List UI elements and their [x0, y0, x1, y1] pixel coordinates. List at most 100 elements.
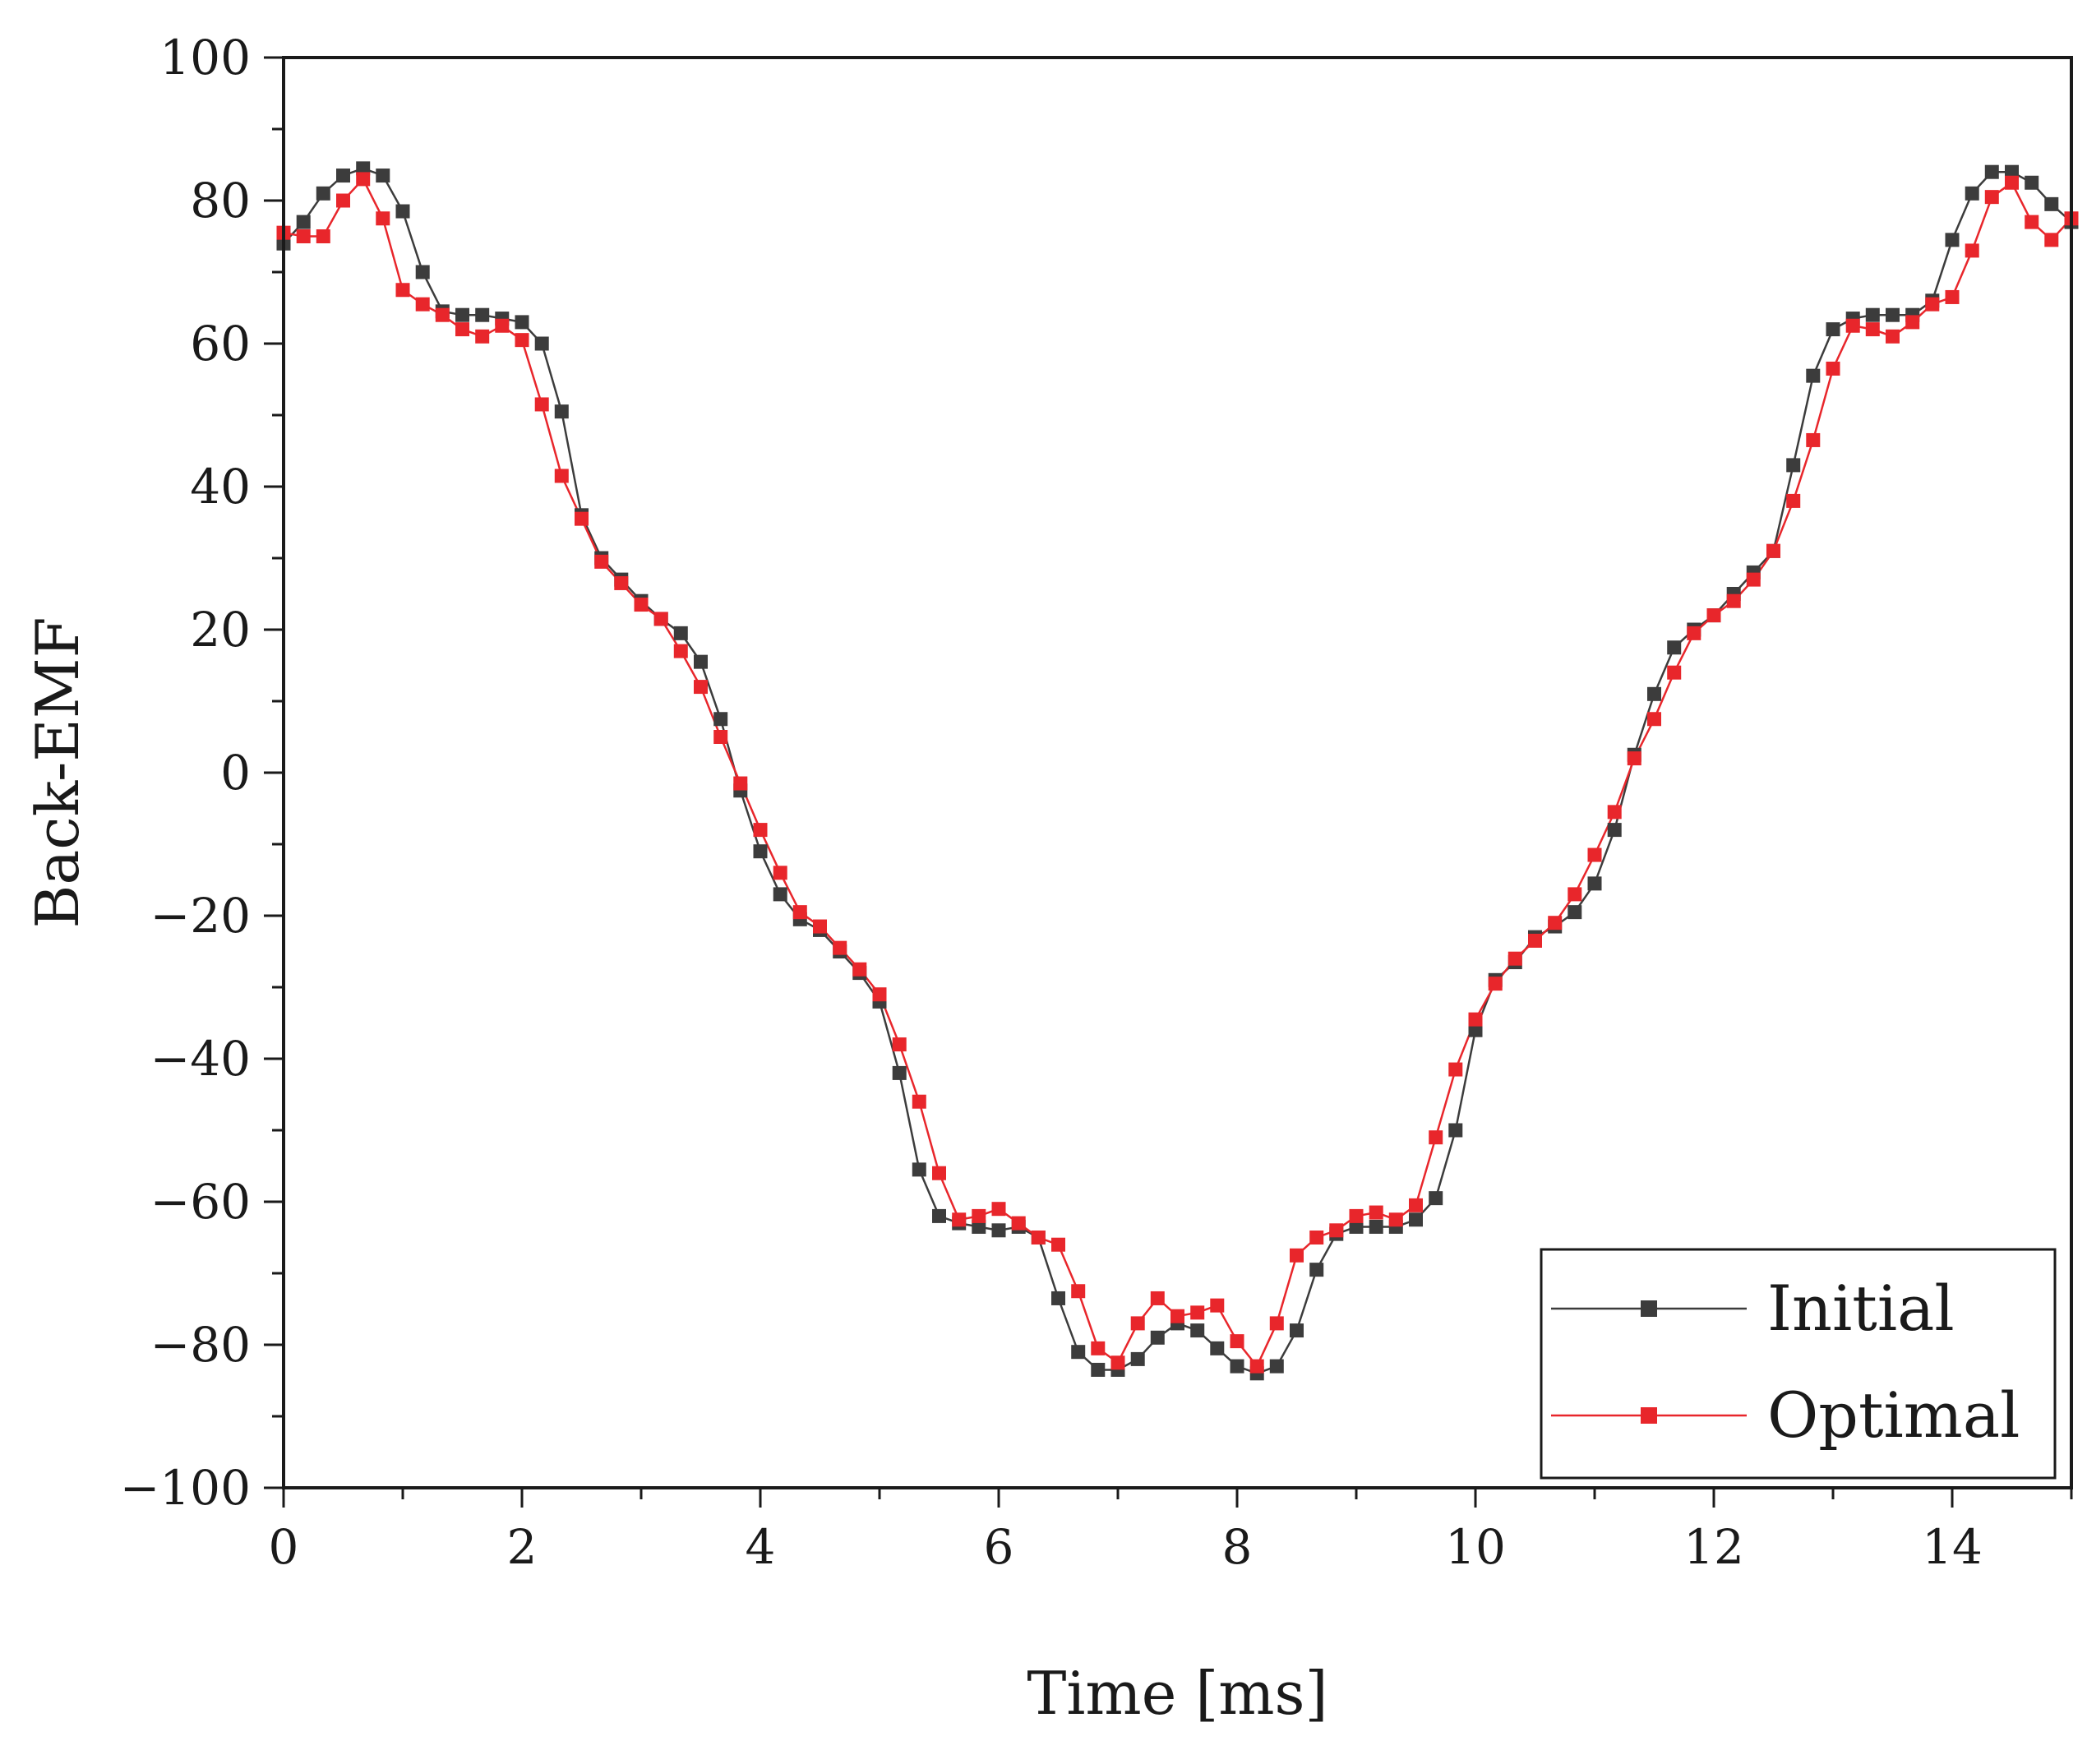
data-point-optimal [515, 333, 529, 348]
data-point-optimal [1528, 933, 1542, 948]
data-point-optimal [1349, 1208, 1364, 1223]
data-point-optimal [495, 318, 510, 333]
data-point-optimal [2025, 215, 2039, 229]
y-axis-tick-labels: 100 80 60 40 20 0 −20 −40 −60 −80 −100 [120, 30, 251, 1516]
data-point-initial [2044, 196, 2059, 211]
data-point-optimal [1011, 1216, 1026, 1231]
data-point-initial [1349, 1219, 1364, 1234]
data-point-optimal [1627, 751, 1641, 766]
data-point-optimal [1031, 1231, 1046, 1244]
data-point-optimal [296, 229, 311, 243]
x-tick-label: 0 [269, 1519, 299, 1575]
data-point-optimal [1568, 887, 1582, 902]
legend-marker-optimal [1641, 1407, 1657, 1424]
data-point-optimal [1607, 805, 1622, 820]
data-point-optimal [475, 329, 490, 344]
data-point-initial [1826, 322, 1840, 337]
legend-box [1540, 1248, 2057, 1480]
data-point-optimal [1190, 1305, 1205, 1320]
data-point-optimal [1925, 297, 1940, 312]
data-point-initial [1190, 1323, 1205, 1338]
data-point-initial [694, 654, 708, 669]
data-point-optimal [1210, 1298, 1225, 1313]
data-point-optimal [813, 919, 827, 934]
data-point-optimal [376, 211, 390, 226]
data-point-initial [1448, 1123, 1463, 1138]
data-point-optimal [833, 940, 847, 955]
data-point-initial [515, 315, 529, 330]
data-point-initial [673, 626, 688, 640]
legend-label-optimal: Optimal [1767, 1378, 2020, 1452]
data-point-optimal [1309, 1231, 1324, 1244]
data-point-initial [475, 307, 490, 322]
data-point-optimal [952, 1212, 967, 1227]
data-point-initial [1667, 640, 1682, 655]
data-point-initial [1071, 1345, 1086, 1360]
x-tick-label: 6 [984, 1519, 1014, 1575]
data-point-optimal [1945, 289, 1960, 304]
data-point-initial [534, 336, 549, 351]
data-point-initial [1210, 1341, 1225, 1355]
data-point-optimal [395, 283, 410, 298]
data-point-optimal [1826, 361, 1840, 376]
data-point-initial [972, 1219, 986, 1234]
x-tick-label: 8 [1222, 1519, 1253, 1575]
data-point-optimal [694, 680, 708, 695]
data-point-optimal [1369, 1205, 1383, 1220]
data-point-optimal [1051, 1237, 1065, 1252]
data-point-optimal [673, 644, 688, 658]
data-point-initial [991, 1223, 1006, 1238]
data-point-optimal [653, 612, 668, 626]
data-point-initial [1965, 186, 1979, 201]
data-point-initial [415, 265, 430, 279]
data-point-initial [395, 204, 410, 219]
data-point-optimal [1091, 1341, 1106, 1355]
data-point-optimal [634, 598, 649, 612]
data-point-optimal [1845, 318, 1860, 333]
data-point-initial [1269, 1359, 1284, 1374]
data-point-initial [455, 307, 469, 322]
data-point-initial [1607, 823, 1622, 838]
y-tick-label: 0 [220, 745, 251, 801]
data-point-initial [296, 215, 311, 229]
x-axis-ticks [282, 1488, 2073, 1508]
data-point-initial [1647, 686, 1661, 701]
data-point-initial [1130, 1351, 1145, 1366]
y-tick-label: −80 [150, 1317, 251, 1373]
data-point-initial [2025, 175, 2039, 190]
data-point-optimal [415, 297, 430, 312]
x-tick-label: 2 [507, 1519, 538, 1575]
data-point-optimal [1488, 977, 1503, 991]
data-point-initial [1806, 368, 1821, 383]
x-axis-tick-labels: 0 2 4 6 8 10 12 14 [269, 1519, 1983, 1575]
data-point-optimal [1290, 1248, 1304, 1263]
legend-label-initial: Initial [1767, 1272, 1955, 1345]
data-point-optimal [575, 511, 589, 526]
data-point-optimal [1587, 847, 1602, 862]
data-point-optimal [2005, 175, 2019, 190]
y-axis-ticks [264, 56, 284, 1489]
data-point-initial [376, 169, 390, 183]
data-point-optimal [1786, 493, 1801, 508]
data-point-initial [1150, 1330, 1165, 1345]
data-point-initial [1309, 1263, 1324, 1277]
data-point-optimal [1746, 572, 1761, 587]
data-point-optimal [1388, 1212, 1403, 1227]
y-tick-label: −100 [120, 1460, 251, 1516]
data-point-initial [1945, 233, 1960, 247]
data-point-optimal [1429, 1130, 1443, 1145]
data-point-optimal [1548, 916, 1563, 930]
data-point-optimal [1269, 1316, 1284, 1331]
data-point-optimal [1647, 712, 1661, 727]
data-point-optimal [1150, 1291, 1165, 1305]
data-point-optimal [1468, 1012, 1483, 1027]
data-point-optimal [912, 1094, 926, 1109]
data-point-initial [316, 186, 330, 201]
data-point-initial [554, 404, 569, 419]
series-markers [276, 161, 2079, 1381]
data-point-initial [1587, 876, 1602, 891]
data-point-optimal [1886, 329, 1900, 344]
y-axis-title: Back-EMF [23, 616, 92, 928]
data-point-optimal [852, 962, 867, 977]
